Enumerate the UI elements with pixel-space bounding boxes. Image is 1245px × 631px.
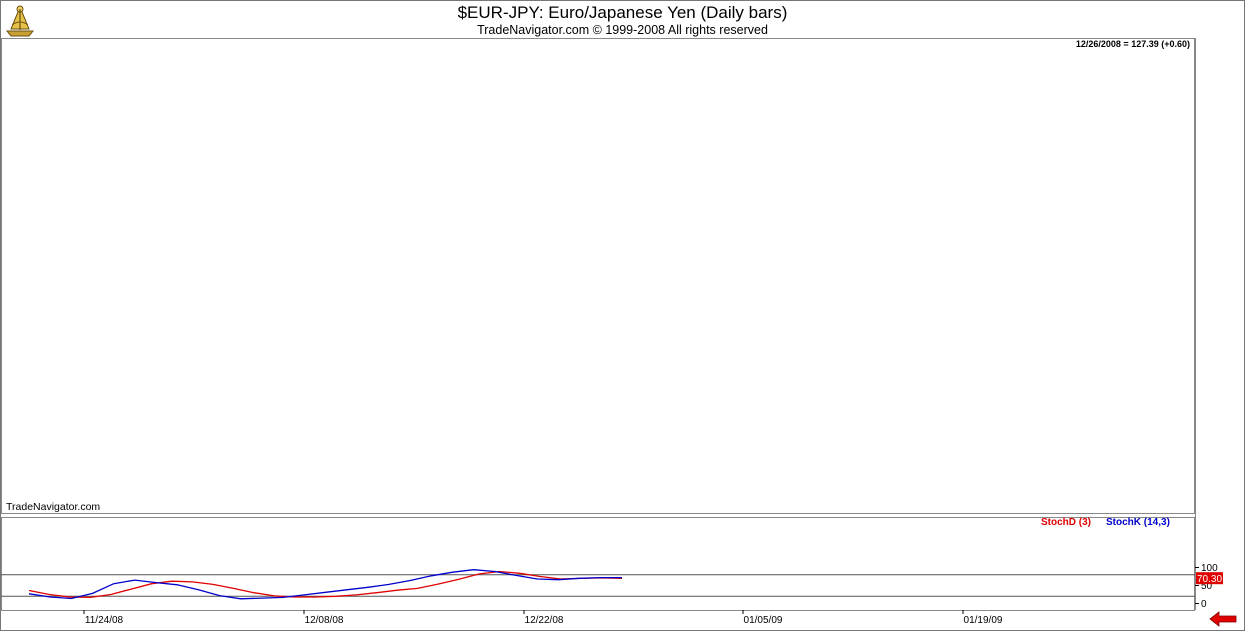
stoch-series-line xyxy=(28,570,623,599)
stoch-value-label: 70.30 xyxy=(1197,574,1222,585)
date-tick-label: 01/19/09 xyxy=(964,615,1003,626)
stoch-value-flag xyxy=(1196,572,1223,585)
date-tick-label: 11/24/08 xyxy=(85,615,124,626)
stoch-tick-label: 50 xyxy=(1201,581,1213,592)
chart-subtitle: TradeNavigator.com © 1999-2008 All right… xyxy=(477,23,768,37)
sextant-logo-icon xyxy=(3,3,37,42)
stochastic-panel xyxy=(1,517,1195,611)
price-panel xyxy=(1,38,1195,514)
legend-stochd: StochD (3) xyxy=(1041,517,1091,528)
stoch-series-line xyxy=(28,569,622,600)
status-readout: 12/26/2008 = 127.39 (+0.60) xyxy=(1076,39,1190,49)
date-tick-label: 12/08/08 xyxy=(305,615,344,626)
watermark-label: TradeNavigator.com xyxy=(6,501,100,513)
scroll-right-arrow-icon[interactable] xyxy=(1209,611,1237,627)
date-tick-label: 12/22/08 xyxy=(525,615,564,626)
arrow-shape xyxy=(1209,611,1237,627)
chart-title: $EUR-JPY: Euro/Japanese Yen (Daily bars) xyxy=(457,3,788,22)
date-tick-label: 01/05/09 xyxy=(744,615,783,626)
legend-stochk: StochK (14,3) xyxy=(1106,517,1170,528)
stoch-tick-label: 100 xyxy=(1201,563,1218,574)
stoch-tick-label: 0 xyxy=(1201,599,1207,610)
